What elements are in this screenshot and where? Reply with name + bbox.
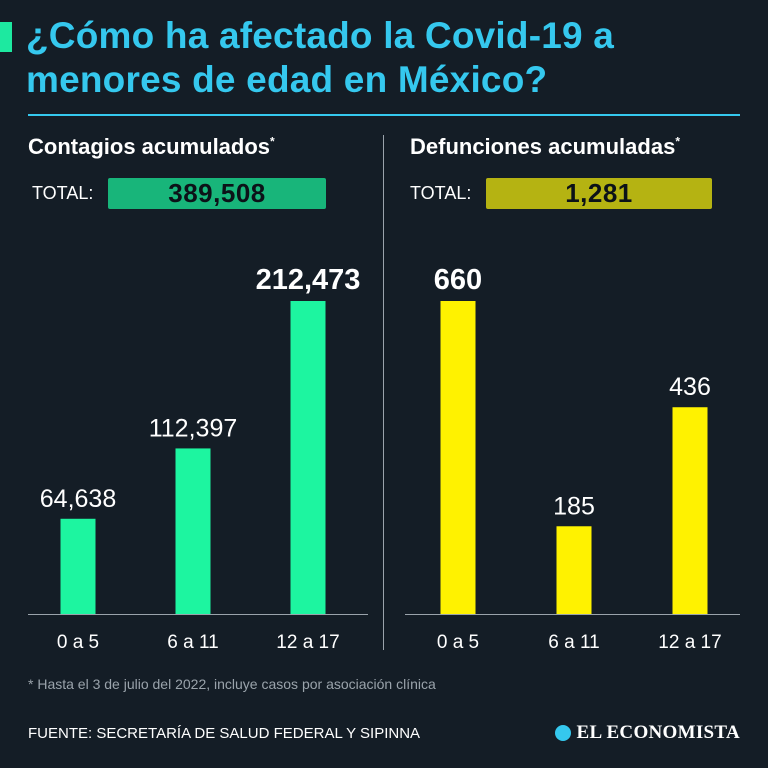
contagios-bar-1 — [60, 518, 96, 614]
brand: EL ECONOMISTA — [554, 722, 741, 744]
contagios-bar-3 — [290, 301, 326, 614]
contagios-category-label-3: 12 a 17 — [276, 632, 339, 653]
defunciones-bar-3 — [672, 407, 708, 614]
panel-divider — [383, 135, 384, 650]
contagios-category-label-2: 6 a 11 — [167, 632, 218, 653]
defunciones-total-label: TOTAL: — [410, 183, 472, 203]
contagios-total-label: TOTAL: — [32, 183, 94, 203]
contagios-title-marker: * — [270, 134, 275, 149]
el-economista-logo-icon — [554, 725, 571, 741]
defunciones-bar-1 — [440, 301, 476, 614]
title-rule — [28, 114, 740, 116]
contagios-value-label-2: 112,397 — [149, 414, 238, 442]
defunciones-title-text: Defunciones acumuladas — [410, 134, 676, 159]
defunciones-category-label-3: 12 a 17 — [658, 632, 721, 653]
defunciones-value-label-2: 185 — [553, 492, 595, 520]
defunciones-bar-2 — [556, 526, 592, 614]
contagios-category-label-1: 0 a 5 — [57, 632, 99, 653]
defunciones-value-label-1: 660 — [434, 264, 482, 296]
contagios-bar-2 — [175, 448, 211, 614]
contagios-total-value: 389,508 — [108, 178, 326, 209]
page-title-line-1: ¿Cómo ha afectado la Covid-19 a — [26, 15, 615, 56]
defunciones-title-marker: * — [675, 134, 680, 149]
contagios-value-label-3: 212,473 — [256, 264, 361, 296]
defunciones-value-label-3: 436 — [669, 373, 711, 401]
contagios-panel-title: Contagios acumulados* — [28, 134, 275, 160]
contagios-title-text: Contagios acumulados — [28, 134, 271, 159]
source-credit: FUENTE: SECRETARÍA DE SALUD FEDERAL Y SI… — [28, 725, 421, 742]
contagios-value-label-1: 64,638 — [40, 485, 116, 513]
page-title-line-2: menores de edad en México? — [26, 59, 548, 100]
footnote: * Hasta el 3 de julio del 2022, incluye … — [28, 676, 436, 692]
defunciones-panel-title: Defunciones acumuladas* — [410, 134, 680, 160]
defunciones-total-value: 1,281 — [486, 178, 712, 209]
page-title: ¿Cómo ha afectado la Covid-19 a menores … — [26, 14, 746, 102]
defunciones-category-label-2: 6 a 11 — [548, 632, 599, 653]
brand-name: EL ECONOMISTA — [576, 722, 740, 743]
title-accent-bar — [0, 22, 12, 52]
defunciones-category-label-1: 0 a 5 — [437, 632, 479, 653]
